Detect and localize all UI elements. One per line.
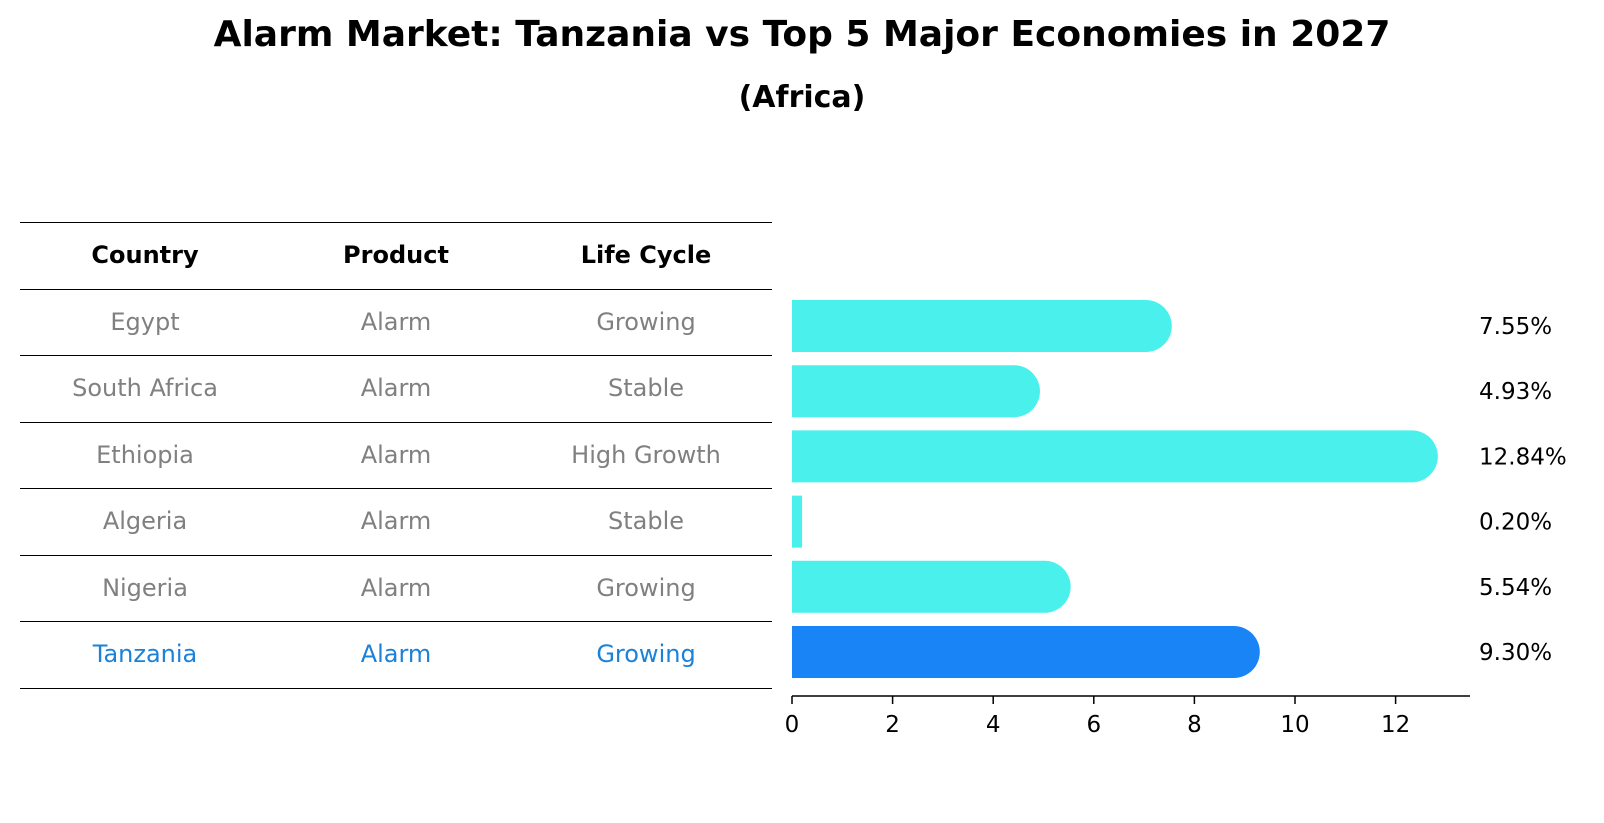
bar-value-label: 12.84% bbox=[1479, 444, 1567, 470]
bar bbox=[792, 365, 1040, 418]
cell-life-cycle: Growing bbox=[596, 573, 696, 602]
x-tick-label: 6 bbox=[1086, 712, 1101, 738]
cell-life-cycle: Growing bbox=[596, 640, 696, 669]
cell-product: Alarm bbox=[360, 374, 432, 403]
cell-product: Alarm bbox=[360, 440, 432, 469]
header-country: Country bbox=[91, 241, 199, 270]
table-rule bbox=[20, 687, 772, 689]
x-tick-label: 0 bbox=[785, 712, 800, 738]
bar bbox=[792, 560, 1071, 613]
cell-product: Alarm bbox=[360, 640, 432, 669]
table-rule bbox=[20, 222, 772, 223]
table-rule bbox=[20, 288, 772, 290]
cell-life-cycle: Stable bbox=[607, 507, 685, 536]
table-rule bbox=[20, 421, 772, 423]
cell-country: Egypt bbox=[110, 307, 180, 336]
cell-product: Alarm bbox=[360, 307, 432, 336]
table-rule bbox=[20, 621, 772, 622]
chart-title: Alarm Market: Tanzania vs Top 5 Major Ec… bbox=[213, 14, 1391, 55]
cell-country: South Africa bbox=[72, 374, 218, 403]
cell-country: Nigeria bbox=[102, 573, 188, 602]
chart-subtitle: (Africa) bbox=[738, 80, 866, 115]
bar-value-label: 0.20% bbox=[1479, 510, 1552, 536]
bar-value-label: 9.30% bbox=[1479, 640, 1552, 666]
x-tick-label: 4 bbox=[986, 712, 1001, 738]
x-tick-label: 10 bbox=[1280, 712, 1309, 738]
table-rule bbox=[20, 488, 772, 489]
cell-country: Algeria bbox=[102, 507, 188, 536]
cell-country: Tanzania bbox=[92, 640, 198, 669]
table-rule bbox=[20, 355, 772, 356]
header-product: Product bbox=[343, 241, 449, 270]
x-tick-label: 2 bbox=[885, 712, 900, 738]
header-life-cycle: Life Cycle bbox=[580, 241, 712, 270]
bar-value-label: 4.93% bbox=[1479, 379, 1552, 405]
cell-product: Alarm bbox=[360, 573, 432, 602]
x-tick-label: 12 bbox=[1381, 712, 1410, 738]
bar-value-label: 7.55% bbox=[1479, 314, 1552, 340]
table-rule bbox=[20, 554, 772, 556]
cell-life-cycle: Stable bbox=[607, 374, 685, 403]
cell-life-cycle: Growing bbox=[596, 307, 696, 336]
bar bbox=[792, 495, 803, 548]
x-tick-label: 8 bbox=[1187, 712, 1202, 738]
cell-product: Alarm bbox=[360, 507, 432, 536]
bar-value-label: 5.54% bbox=[1479, 575, 1552, 601]
bar bbox=[792, 430, 1438, 483]
cell-country: Ethiopia bbox=[96, 440, 194, 469]
cell-life-cycle: High Growth bbox=[571, 440, 721, 469]
bar bbox=[792, 300, 1172, 352]
bar-highlight bbox=[792, 626, 1260, 678]
